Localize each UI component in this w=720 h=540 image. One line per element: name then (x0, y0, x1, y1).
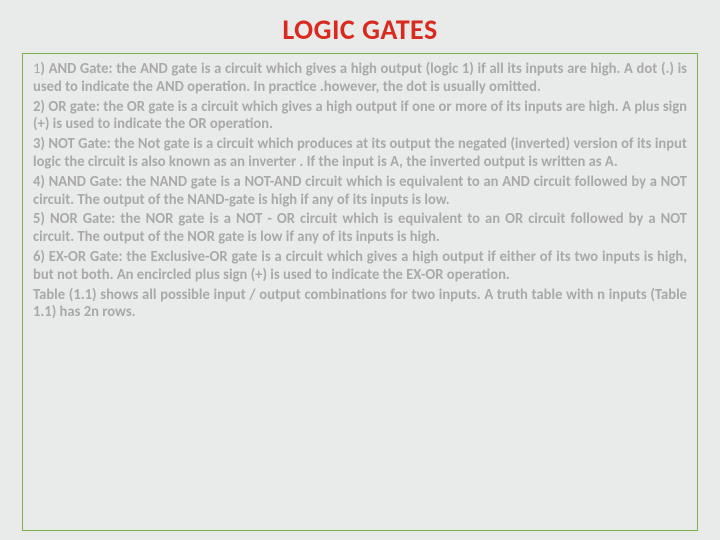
para-text-4: 4) NAND Gate: the NAND gate is a NOT-AND… (33, 172, 687, 208)
content-box: 1) AND Gate: the AND gate is a circuit w… (22, 53, 698, 531)
para-text-2: 2) OR gate: the OR gate is a circuit whi… (33, 97, 687, 133)
para-text-6: 6) EX-OR Gate: the Exclusive-OR gate is … (33, 247, 687, 283)
slide-title: LOGIC GATES (22, 12, 698, 47)
paragraph-5: 5) NOR Gate: the NOR gate is a NOT - OR … (33, 210, 687, 246)
slide: LOGIC GATES 1) AND Gate: the AND gate is… (0, 0, 720, 540)
paragraph-7: Table (1.1) shows all possible input / o… (33, 286, 687, 322)
para-text-3: 3) NOT Gate: the Not gate is a circuit w… (33, 134, 687, 170)
paragraph-2: 2) OR gate: the OR gate is a circuit whi… (33, 98, 687, 134)
paragraph-1: 1) AND Gate: the AND gate is a circuit w… (33, 60, 687, 96)
para-text-5: 5) NOR Gate: the NOR gate is a NOT - OR … (33, 209, 687, 245)
paragraph-3: 3) NOT Gate: the Not gate is a circuit w… (33, 135, 687, 171)
paragraph-6: 6) EX-OR Gate: the Exclusive-OR gate is … (33, 248, 687, 284)
paragraph-4: 4) NAND Gate: the NAND gate is a NOT-AND… (33, 173, 687, 209)
para-text-7: Table (1.1) shows all possible input / o… (33, 285, 687, 321)
para-text-1: ) AND Gate: the AND gate is a circuit wh… (33, 59, 687, 95)
